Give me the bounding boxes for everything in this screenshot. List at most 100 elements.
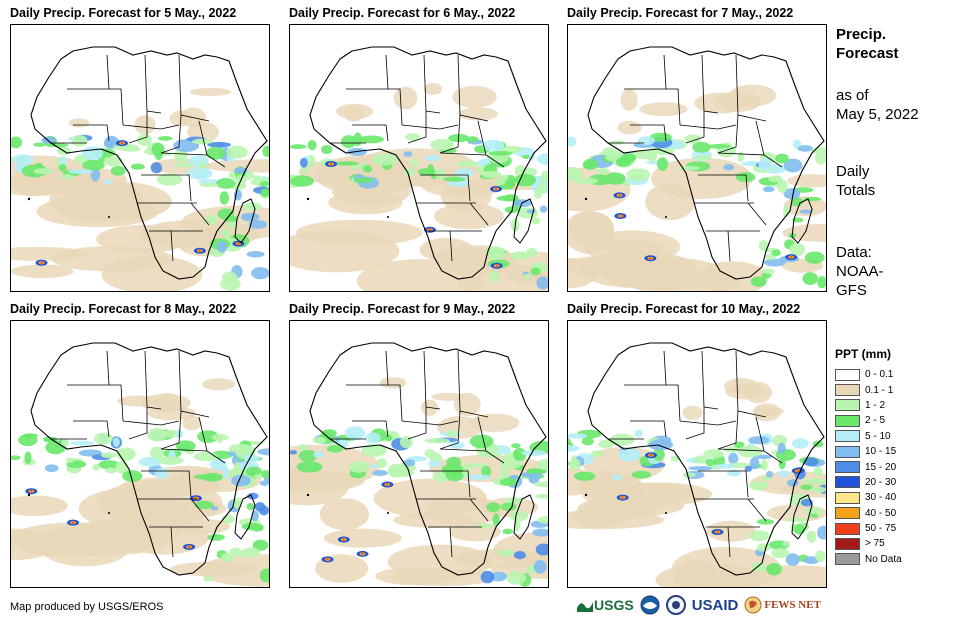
rain-cell — [296, 461, 323, 473]
rain-cell — [758, 158, 772, 172]
island-dot — [387, 216, 389, 218]
rain-cell — [512, 447, 527, 461]
rain-cell — [511, 443, 521, 449]
rain-cell — [670, 455, 680, 462]
legend-item: 2 - 5 — [835, 413, 902, 428]
rain-cell — [533, 559, 547, 574]
rain-cell — [494, 179, 506, 186]
country-border — [477, 120, 505, 168]
rain-cell — [61, 174, 74, 180]
rain-cell — [348, 461, 370, 473]
rain-cell — [480, 570, 495, 584]
rain-cell — [307, 140, 317, 151]
rain-cell — [92, 463, 100, 471]
rain-cell — [756, 518, 775, 525]
rain-cell — [749, 530, 770, 542]
rain-cell — [174, 162, 195, 168]
country-border — [190, 202, 210, 226]
rain-cell — [434, 168, 446, 180]
legend-item: 0 - 0.1 — [835, 367, 902, 382]
rain-cell — [22, 433, 39, 439]
rain-cell — [602, 147, 615, 155]
rain-cell — [297, 444, 308, 452]
dry-patch — [568, 258, 598, 289]
rain-cell — [98, 460, 119, 470]
rain-cell — [454, 168, 474, 178]
rain-cell — [222, 271, 238, 283]
rain-cell — [424, 438, 451, 444]
africa-outline — [309, 342, 547, 576]
dry-patch — [295, 219, 423, 246]
forecast-title-line2: Forecast — [836, 45, 899, 62]
rain-core — [495, 264, 498, 267]
rain-cell — [568, 445, 580, 452]
rain-cell — [492, 513, 500, 527]
legend-label: 40 - 50 — [865, 507, 897, 519]
rain-cell — [501, 145, 523, 153]
rain-cell — [469, 434, 494, 449]
rain-cell — [321, 145, 333, 155]
country-border — [401, 124, 441, 130]
rain-cell — [175, 440, 196, 452]
country-border — [73, 124, 110, 142]
rain-cell — [399, 435, 413, 449]
rain-cell — [254, 502, 266, 512]
country-border — [469, 202, 489, 226]
data-line3: GFS — [836, 282, 867, 299]
rain-cell — [528, 475, 540, 484]
rain-cell — [410, 158, 419, 167]
rain-cell — [100, 452, 117, 459]
rain-cell — [220, 552, 234, 563]
country-border — [420, 174, 471, 202]
rain-cell — [803, 196, 821, 202]
rain-core — [237, 242, 240, 245]
rain-cell — [765, 253, 776, 261]
rain-cell — [224, 231, 231, 241]
rain-cell — [513, 551, 526, 560]
country-border — [128, 111, 148, 144]
rain-cell — [737, 445, 763, 458]
rain-cell — [748, 436, 770, 445]
rain-cell — [298, 450, 318, 462]
legend-label: No Data — [865, 553, 902, 565]
dry-patch — [568, 211, 615, 254]
rain-cell — [371, 153, 398, 166]
rain-cell — [537, 459, 548, 471]
island-dot — [27, 493, 31, 497]
fewsnet-logo: FEWS NET — [744, 596, 821, 614]
country-border — [439, 420, 459, 426]
dry-patch — [117, 395, 159, 407]
rain-cell — [499, 478, 518, 486]
country-border — [160, 124, 180, 130]
rain-cell — [504, 206, 519, 214]
rain-cell — [800, 484, 813, 491]
rain-cell — [583, 158, 599, 170]
rain-cell — [749, 480, 769, 491]
rain-cell — [506, 571, 527, 585]
dry-patch — [671, 546, 781, 587]
rain-core — [72, 521, 75, 524]
country-border — [727, 526, 731, 558]
country-border — [170, 230, 174, 262]
legend-item: > 75 — [835, 536, 902, 551]
country-border — [67, 88, 124, 126]
country-border — [141, 470, 192, 498]
rain-cell — [24, 451, 32, 464]
dry-patch — [728, 84, 777, 107]
rain-cell — [403, 459, 416, 467]
rain-cell — [290, 175, 314, 187]
country-border — [717, 114, 739, 154]
country-border — [685, 407, 705, 440]
rain-cell — [733, 441, 745, 449]
rain-cell — [682, 472, 696, 478]
rain-core — [649, 257, 652, 260]
usgs-logo-text: USGS — [594, 597, 634, 613]
rain-core — [716, 531, 719, 534]
rain-cell — [363, 164, 373, 173]
rain-cell — [750, 276, 767, 287]
rain-cell — [802, 272, 818, 286]
rain-cell — [103, 179, 113, 185]
rain-cell — [290, 144, 307, 150]
rain-cell — [804, 251, 825, 264]
rain-cell — [652, 448, 665, 462]
